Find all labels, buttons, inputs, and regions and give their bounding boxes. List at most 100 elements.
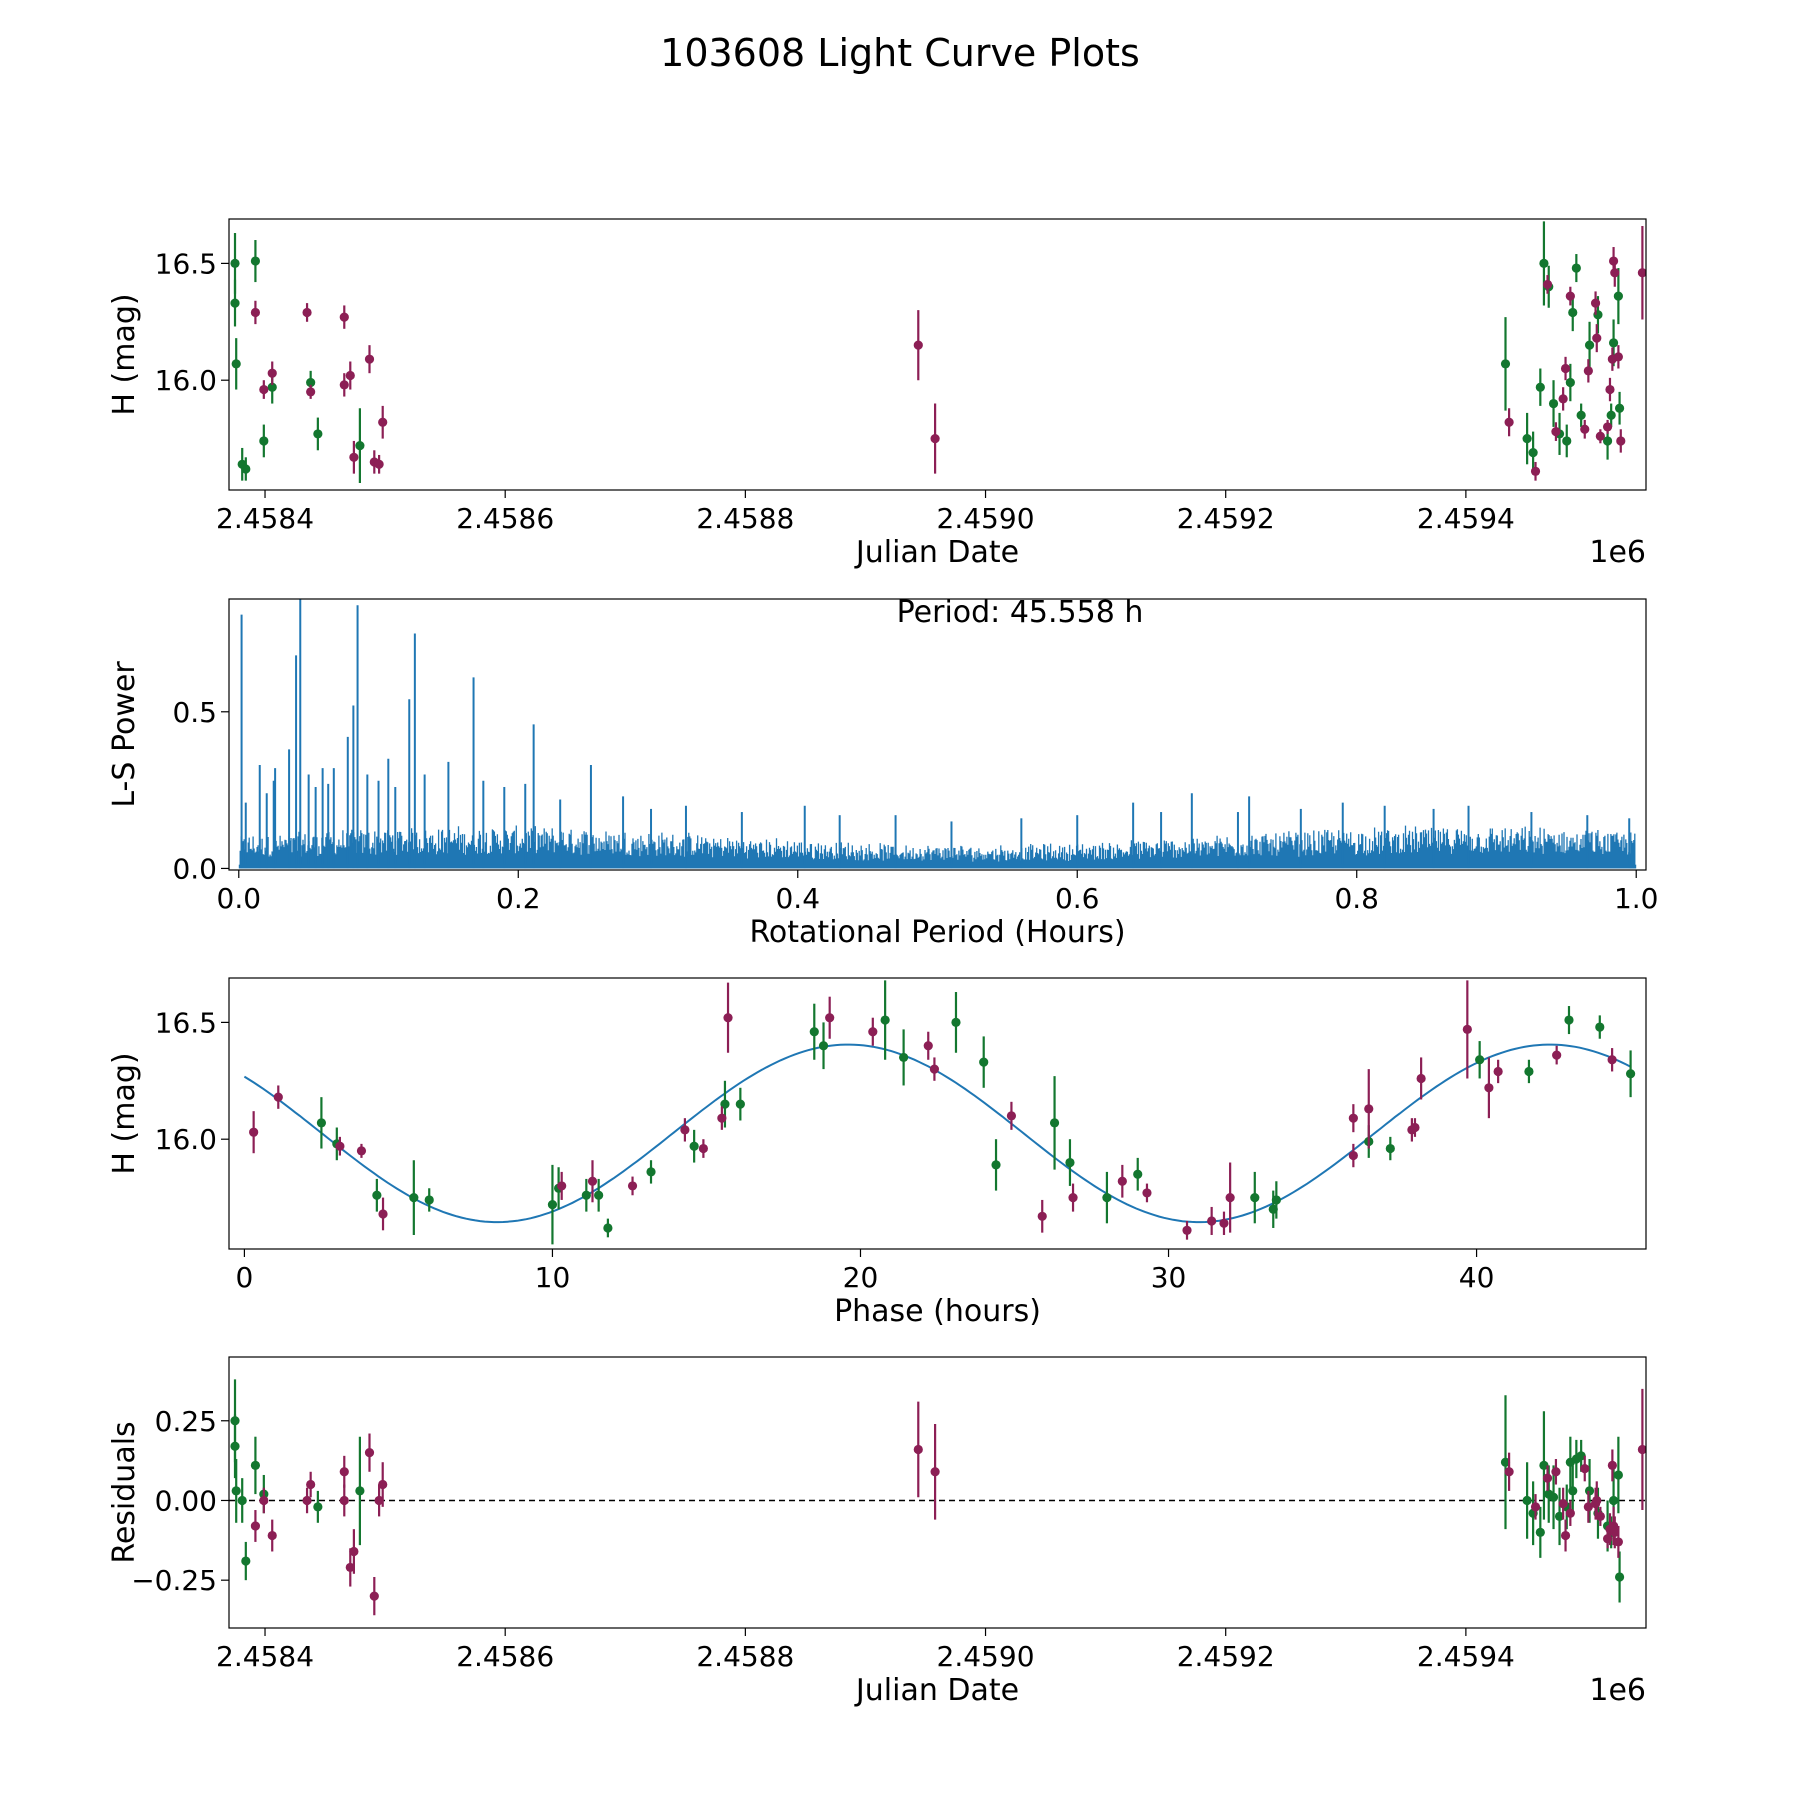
data-point [374, 459, 384, 469]
data-point [720, 1099, 730, 1109]
x-tick-label: 2.4588 [696, 1640, 794, 1673]
x-tick-label: 20 [843, 1261, 879, 1294]
data-point [913, 340, 923, 350]
y-tick-label: 0.25 [155, 1405, 217, 1438]
x-tick-label: 0.8 [1334, 882, 1379, 915]
data-point [1560, 363, 1571, 374]
data-point [378, 417, 388, 427]
data-point [259, 384, 269, 395]
data-point [1580, 424, 1590, 434]
data-point [1548, 398, 1559, 409]
data-point [1564, 1015, 1574, 1025]
x-tick-label: 0.6 [1055, 882, 1100, 915]
y-axis-label: H (mag) [107, 1052, 142, 1174]
data-point [951, 1017, 961, 1027]
data-point [913, 1444, 923, 1455]
data-point [1576, 410, 1586, 420]
data-point [587, 1176, 598, 1186]
x-tick-label: 2.4590 [937, 1640, 1035, 1673]
data-point [306, 387, 316, 397]
axes-frame [228, 1356, 1647, 1629]
data-point [1565, 377, 1575, 388]
data-point [339, 312, 349, 322]
x-tick-label: 30 [1151, 1261, 1187, 1294]
x-axis-label: Phase (hours) [834, 1294, 1041, 1329]
data-point [818, 1041, 829, 1051]
data-point [302, 1495, 312, 1506]
data-point [1133, 1169, 1143, 1179]
data-point [930, 434, 940, 444]
data-point [409, 1193, 419, 1203]
data-point [868, 1027, 878, 1037]
series-maroon [250, 1388, 1646, 1616]
series-green [230, 221, 1625, 483]
data-point [230, 298, 240, 308]
data-point [306, 377, 316, 388]
x-tick-label: 2.4584 [216, 502, 314, 535]
figure-title: 103608 Light Curve Plots [660, 31, 1140, 75]
data-point [1580, 1463, 1590, 1474]
data-point [249, 1127, 259, 1137]
data-point [880, 1015, 890, 1025]
data-point [1613, 352, 1623, 362]
data-point [250, 256, 261, 266]
data-point [1584, 1486, 1595, 1496]
data-point [1530, 1502, 1541, 1512]
data-point [356, 1146, 367, 1156]
data-point [1049, 1118, 1060, 1128]
data-point [1562, 436, 1572, 446]
plot-area [243, 980, 1636, 1245]
y-tick-label: 16.0 [155, 364, 217, 397]
data-point [899, 1052, 909, 1063]
data-point [1250, 1193, 1260, 1203]
data-point [717, 1113, 727, 1123]
data-point [364, 1448, 375, 1458]
data-point [1416, 1073, 1426, 1084]
axes-frame [228, 977, 1647, 1250]
data-point [1568, 1486, 1578, 1496]
data-point [809, 1027, 819, 1037]
data-point [1504, 1467, 1514, 1477]
data-point [1117, 1176, 1127, 1186]
data-point [1613, 291, 1623, 301]
data-point [1571, 263, 1581, 273]
data-point [735, 1099, 745, 1109]
data-point [378, 1479, 388, 1490]
data-point [259, 1495, 269, 1506]
data-point [1584, 340, 1595, 350]
data-point [267, 382, 277, 392]
x-tick-label: 2.4592 [1177, 502, 1275, 535]
subplot-panels: 2.4584 2.4586 2.4588 2.4590 2.4592 2.4594 16.0… [107, 218, 1658, 1708]
data-point [250, 1521, 261, 1531]
data-point [349, 1546, 359, 1557]
panel-periodogram: 0.0 0.2 0.4 0.6 0.8 1.0 0.0 0.5 Rotational Perio… [107, 595, 1658, 950]
data-point [1462, 1024, 1472, 1034]
data-point [1592, 333, 1602, 343]
data-point [1542, 1473, 1553, 1483]
data-point [1271, 1195, 1281, 1205]
data-point [1592, 1495, 1602, 1506]
panel-residuals: 2.4584 2.4586 2.4588 2.4590 2.4592 2.4594 0.25… [107, 1356, 1647, 1708]
x-tick-label: 2.4586 [456, 502, 554, 535]
data-point [929, 1064, 940, 1074]
x-tick-label: 2.4588 [696, 502, 794, 535]
data-point [1595, 431, 1605, 441]
series-maroon [250, 226, 1646, 481]
data-point [339, 380, 349, 390]
x-tick-label: 10 [535, 1261, 571, 1294]
data-point [581, 1190, 591, 1200]
data-point [1142, 1188, 1152, 1198]
data-point [1065, 1157, 1075, 1168]
data-point [1410, 1122, 1420, 1133]
data-point [349, 452, 359, 462]
y-tick-label: 16.5 [155, 247, 217, 280]
data-point [930, 1467, 940, 1477]
data-point [979, 1057, 989, 1067]
data-point [374, 1495, 384, 1506]
data-point [230, 1441, 240, 1451]
data-point [1558, 394, 1568, 404]
data-point [923, 1041, 933, 1051]
data-point [339, 1495, 349, 1506]
